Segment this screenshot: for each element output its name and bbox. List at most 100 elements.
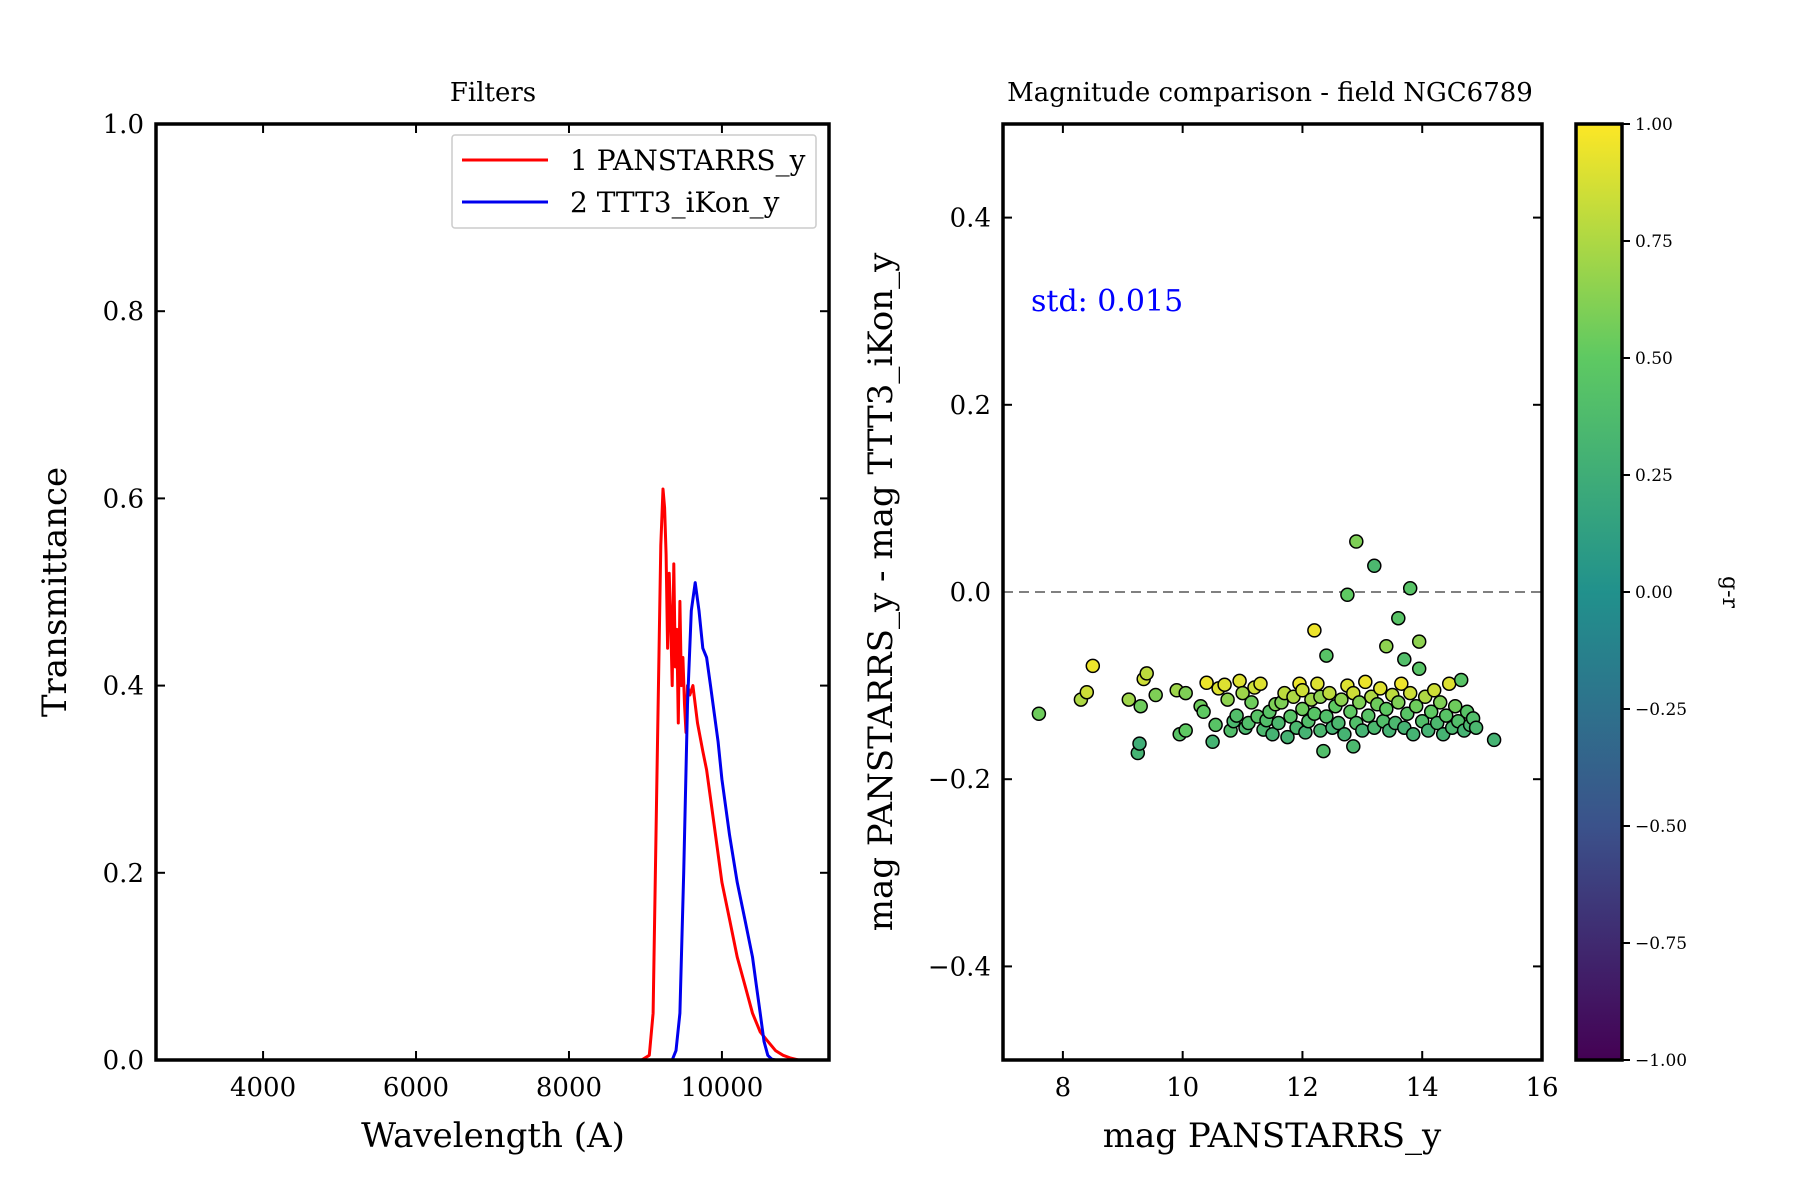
data-point xyxy=(1232,673,1247,689)
filters-x-tick-label: 6000 xyxy=(383,1073,449,1103)
data-point xyxy=(1319,648,1334,663)
data-point xyxy=(1031,706,1047,721)
data-point xyxy=(1205,734,1220,750)
data-point xyxy=(1178,723,1193,738)
data-point xyxy=(1322,685,1337,701)
legend-box xyxy=(451,134,817,229)
data-point xyxy=(1408,698,1424,714)
data-point xyxy=(1079,684,1095,700)
filters-x-label: Wavelength (A) xyxy=(361,1116,625,1156)
data-point xyxy=(1280,729,1295,745)
data-point xyxy=(1121,692,1137,707)
magnitude-x-tick-label: 12 xyxy=(1286,1073,1319,1103)
data-point xyxy=(1405,727,1421,742)
data-point xyxy=(1307,623,1322,638)
magnitude-x-tick-label: 16 xyxy=(1525,1073,1558,1103)
std-annotation: std: 0.015 xyxy=(1031,284,1183,319)
data-point xyxy=(1367,558,1382,574)
colorbar-tick-label: −0.75 xyxy=(1635,934,1687,954)
data-point xyxy=(1313,723,1328,738)
filters-y-tick-label: 0.8 xyxy=(103,297,144,327)
data-point xyxy=(1379,639,1394,654)
data-point xyxy=(1432,695,1448,710)
data-point xyxy=(1148,687,1163,703)
data-point xyxy=(1397,652,1412,667)
filters-x-tick-label: 8000 xyxy=(536,1073,602,1103)
data-point xyxy=(1394,676,1409,691)
data-point xyxy=(1310,676,1325,691)
data-point xyxy=(1391,610,1406,626)
magnitude-y-tick-label: 0.2 xyxy=(950,391,991,421)
magnitude-points xyxy=(1031,534,1502,761)
filters-y-tick-label: 0.0 xyxy=(103,1046,144,1076)
filters-x-tick-label: 10000 xyxy=(681,1073,764,1103)
data-point xyxy=(1235,685,1250,701)
data-point xyxy=(1244,695,1259,710)
data-point xyxy=(1373,681,1388,696)
filters-y-tick-label: 0.4 xyxy=(103,672,144,702)
data-point xyxy=(1337,727,1352,742)
filters-title: Filters xyxy=(450,78,536,108)
magnitude-panel: Magnitude comparison - field NGC6789 8 10… xyxy=(861,78,1559,1156)
filters-legend: 1 PANSTARRS_y 2 TTT3_iKon_y xyxy=(451,134,817,229)
magnitude-y-tick-label: −0.2 xyxy=(928,765,991,795)
data-point xyxy=(1265,727,1280,742)
filters-x-tick-label: 4000 xyxy=(230,1073,296,1103)
data-point xyxy=(1139,666,1154,681)
data-point xyxy=(1283,709,1298,724)
colorbar-frame xyxy=(1574,122,1624,1062)
data-point xyxy=(1132,736,1147,751)
data-point xyxy=(1196,704,1211,720)
data-point xyxy=(1307,706,1322,721)
filters-axes-frame xyxy=(154,122,831,1062)
magnitude-x-tick-label: 10 xyxy=(1166,1073,1199,1103)
data-point xyxy=(1349,534,1364,549)
filters-y-tick-label: 0.6 xyxy=(103,484,144,514)
data-point xyxy=(1358,674,1373,690)
colorbar-tick-label: −1.00 xyxy=(1635,1051,1687,1071)
data-point xyxy=(1199,675,1214,691)
data-point xyxy=(1271,715,1286,731)
data-point xyxy=(1253,676,1268,691)
filters-y-tick-label: 0.2 xyxy=(103,859,144,889)
data-point xyxy=(1426,683,1442,698)
data-point xyxy=(1217,677,1232,692)
data-point xyxy=(1178,685,1193,701)
data-point xyxy=(1085,658,1101,674)
data-point xyxy=(1411,661,1427,677)
magnitude-x-label: mag PANSTARRS_y xyxy=(1103,1116,1442,1156)
filter-curve-1 xyxy=(670,581,776,1062)
filters-ticks: 4000 6000 8000 10000 0.0 0.2 0.4 0.6 0.8 1.0 xyxy=(103,110,829,1103)
filters-y-tick-label: 1.0 xyxy=(103,110,144,140)
data-point xyxy=(1402,685,1418,701)
colorbar-tick-label: 1.00 xyxy=(1635,115,1673,135)
filter-curve-0 xyxy=(640,487,799,1062)
data-point xyxy=(1346,739,1361,754)
data-point xyxy=(1402,581,1418,596)
data-point xyxy=(1438,708,1454,723)
data-point xyxy=(1468,720,1484,735)
colorbar-ticks: 1.00 0.75 0.50 0.25 0.00 −0.25 −0.50 −0.75 −1.00 xyxy=(1622,115,1687,1071)
legend-label-ttt3: 2 TTT3_iKon_y xyxy=(570,186,780,219)
colorbar-tick-label: −0.25 xyxy=(1635,700,1687,720)
colorbar-label: g-r xyxy=(1717,576,1742,609)
data-point xyxy=(1379,701,1394,717)
data-point xyxy=(1343,704,1358,720)
colorbar-tick-label: 0.50 xyxy=(1635,349,1673,369)
colorbar-tick-label: 0.25 xyxy=(1635,466,1673,486)
filters-lines xyxy=(640,487,799,1062)
magnitude-y-tick-label: −0.4 xyxy=(928,952,991,982)
data-point xyxy=(1423,704,1439,720)
colorbar-tick-label: 0.75 xyxy=(1635,232,1673,252)
magnitude-y-label: mag PANSTARRS_y - mag TTT3_iKon_y xyxy=(861,252,901,931)
data-point xyxy=(1486,732,1502,748)
colorbar-tick-label: 0.00 xyxy=(1635,583,1673,603)
data-point xyxy=(1331,715,1346,731)
data-point xyxy=(1295,683,1310,698)
data-point xyxy=(1340,587,1355,603)
filters-y-label: Transmittance xyxy=(35,467,75,717)
colorbar-tick-label: −0.50 xyxy=(1635,817,1687,837)
data-point xyxy=(1319,709,1334,724)
data-point xyxy=(1411,634,1427,649)
